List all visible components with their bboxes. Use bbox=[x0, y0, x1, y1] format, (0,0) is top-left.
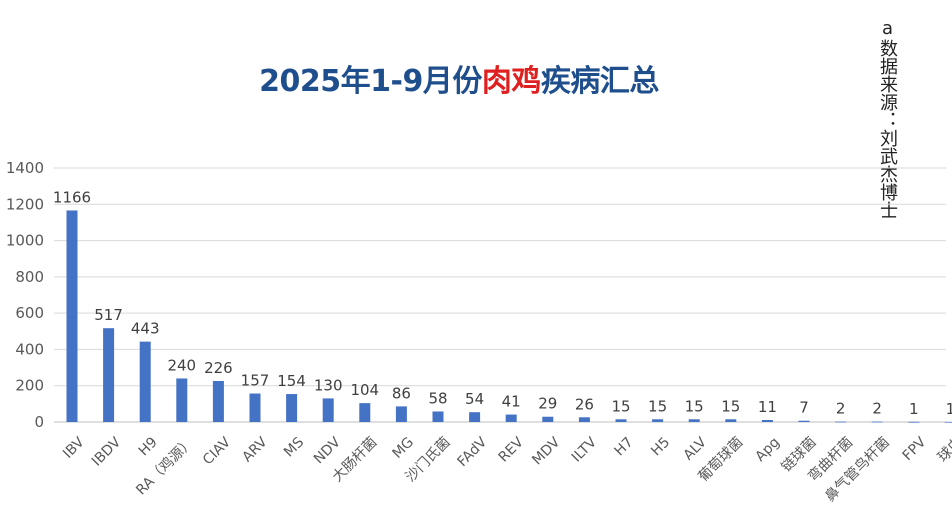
x-category-label: FPV bbox=[900, 434, 930, 464]
data-label: 1 bbox=[946, 400, 952, 418]
x-category-label: H7 bbox=[612, 434, 637, 459]
x-category-label: ARV bbox=[239, 434, 270, 465]
data-label: 1166 bbox=[53, 188, 91, 206]
chart-title: 2025年1-9月份肉鸡疾病汇总 bbox=[0, 56, 918, 100]
bars bbox=[66, 210, 952, 423]
bar bbox=[871, 421, 883, 423]
bar bbox=[615, 419, 627, 422]
bar bbox=[761, 420, 773, 422]
gridlines bbox=[54, 167, 946, 423]
bar bbox=[176, 378, 188, 422]
x-category-label: MG bbox=[389, 434, 417, 462]
data-label: 7 bbox=[799, 399, 809, 417]
data-label: 15 bbox=[611, 397, 630, 415]
data-label: 240 bbox=[167, 356, 196, 374]
data-label: 2 bbox=[872, 400, 882, 418]
data-label: 58 bbox=[428, 389, 447, 407]
bar bbox=[505, 414, 517, 422]
x-category-label: NDV bbox=[311, 434, 344, 467]
bar bbox=[908, 421, 920, 423]
bar bbox=[212, 380, 224, 422]
data-label: 154 bbox=[277, 372, 306, 390]
y-tick-label: 400 bbox=[15, 340, 44, 358]
data-label: 2 bbox=[836, 400, 846, 418]
y-tick-label: 1000 bbox=[6, 232, 44, 250]
bar bbox=[66, 210, 78, 422]
data-label: 104 bbox=[350, 381, 379, 399]
bar bbox=[542, 416, 554, 422]
data-label: 41 bbox=[502, 393, 521, 411]
data-label: 15 bbox=[685, 397, 704, 415]
bar bbox=[688, 419, 700, 422]
data-label: 130 bbox=[314, 376, 343, 394]
data-label: 15 bbox=[721, 397, 740, 415]
x-category-label: REV bbox=[496, 434, 528, 466]
data-label: 517 bbox=[94, 306, 123, 324]
y-tick-label: 1400 bbox=[6, 159, 44, 177]
x-category-label: ILTV bbox=[569, 434, 601, 466]
data-label: 86 bbox=[392, 384, 411, 402]
x-category-label: CIAV bbox=[200, 434, 234, 468]
source-note: a数据来源：刘武杰博士 bbox=[877, 18, 898, 219]
y-axis-ticks: 0 200 400 600 800 1000 1200 1400 bbox=[6, 159, 44, 431]
data-label: 11 bbox=[758, 398, 777, 416]
x-category-label: IBDV bbox=[89, 434, 125, 470]
y-tick-label: 200 bbox=[15, 377, 44, 395]
data-label: 29 bbox=[538, 395, 557, 413]
y-tick-label: 1200 bbox=[6, 195, 44, 213]
data-label: 15 bbox=[648, 397, 667, 415]
bar bbox=[798, 420, 810, 422]
x-category-label: MDV bbox=[529, 434, 563, 468]
x-category-label: FAdV bbox=[454, 434, 490, 470]
x-category-label: H5 bbox=[648, 434, 673, 459]
bar bbox=[249, 393, 261, 422]
bar bbox=[944, 421, 952, 423]
bar bbox=[432, 411, 444, 422]
y-tick-label: 800 bbox=[15, 268, 44, 286]
bar bbox=[359, 403, 371, 422]
data-label: 26 bbox=[575, 395, 594, 413]
chart-title-part3: 疾病汇总 bbox=[540, 64, 660, 99]
x-category-label: H9 bbox=[136, 434, 161, 459]
x-category-label: IBV bbox=[60, 434, 88, 462]
bar bbox=[469, 412, 481, 422]
chart-title-part1: 2025年1-9月份 bbox=[259, 64, 482, 99]
y-tick-label: 0 bbox=[34, 413, 44, 431]
bar bbox=[139, 341, 151, 422]
data-label: 1 bbox=[909, 400, 919, 418]
data-label: 226 bbox=[204, 359, 233, 377]
y-tick-label: 600 bbox=[15, 304, 44, 322]
bar bbox=[395, 406, 407, 422]
bar bbox=[835, 421, 847, 423]
bar bbox=[322, 398, 334, 422]
bar bbox=[725, 419, 737, 422]
data-label: 157 bbox=[241, 372, 270, 390]
x-category-label: Apg bbox=[752, 434, 783, 465]
bar bbox=[103, 328, 115, 422]
chart-title-highlight: 肉鸡 bbox=[481, 64, 542, 99]
bar bbox=[578, 417, 590, 422]
data-label: 443 bbox=[131, 320, 160, 338]
bar bbox=[652, 419, 664, 422]
bar bbox=[286, 394, 298, 422]
x-category-label: ALV bbox=[681, 434, 711, 464]
data-label: 54 bbox=[465, 390, 484, 408]
x-category-label: 球虫 bbox=[935, 434, 952, 465]
x-category-label: MS bbox=[281, 434, 307, 460]
